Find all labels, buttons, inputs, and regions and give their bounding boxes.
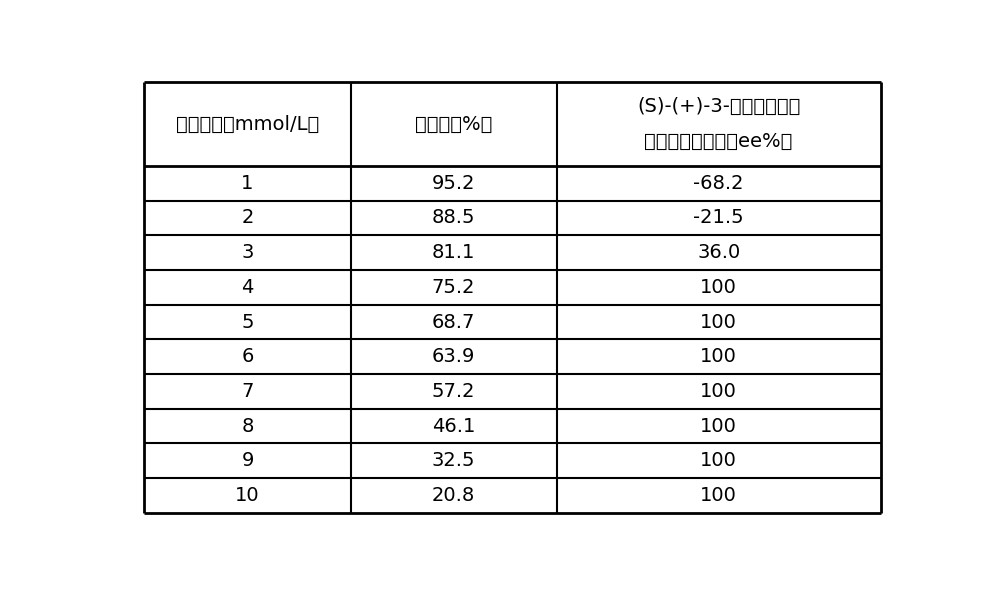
Text: 转化率（%）: 转化率（%）: [415, 114, 492, 134]
Text: 5: 5: [241, 313, 254, 332]
Text: 46.1: 46.1: [432, 416, 475, 436]
Text: (S)-(+)-3-羟基四氢呻嗂: (S)-(+)-3-羟基四氢呻嗂: [637, 97, 800, 116]
Text: 100: 100: [700, 278, 737, 297]
Text: 1: 1: [241, 174, 254, 193]
Text: 88.5: 88.5: [432, 209, 475, 227]
Text: 36.0: 36.0: [697, 243, 740, 262]
Text: 81.1: 81.1: [432, 243, 475, 262]
Text: 57.2: 57.2: [432, 382, 475, 401]
Text: 20.8: 20.8: [432, 486, 475, 505]
Text: 75.2: 75.2: [432, 278, 475, 297]
Text: 6: 6: [241, 348, 254, 366]
Text: 底物浓度（mmol/L）: 底物浓度（mmol/L）: [176, 114, 319, 134]
Text: 68.7: 68.7: [432, 313, 475, 332]
Text: 32.5: 32.5: [432, 451, 475, 471]
Text: -68.2: -68.2: [693, 174, 744, 193]
Text: 100: 100: [700, 382, 737, 401]
Text: 100: 100: [700, 348, 737, 366]
Text: 7: 7: [241, 382, 254, 401]
Text: 100: 100: [700, 416, 737, 436]
Text: 8: 8: [241, 416, 254, 436]
Text: 95.2: 95.2: [432, 174, 475, 193]
Text: 100: 100: [700, 451, 737, 471]
Text: 100: 100: [700, 313, 737, 332]
Text: -21.5: -21.5: [693, 209, 744, 227]
Text: 3: 3: [241, 243, 254, 262]
Text: 的对映体过剩値（ee%）: 的对映体过剩値（ee%）: [644, 132, 793, 151]
Text: 2: 2: [241, 209, 254, 227]
Text: 100: 100: [700, 486, 737, 505]
Text: 63.9: 63.9: [432, 348, 475, 366]
Text: 9: 9: [241, 451, 254, 471]
Text: 4: 4: [241, 278, 254, 297]
Text: 10: 10: [235, 486, 260, 505]
